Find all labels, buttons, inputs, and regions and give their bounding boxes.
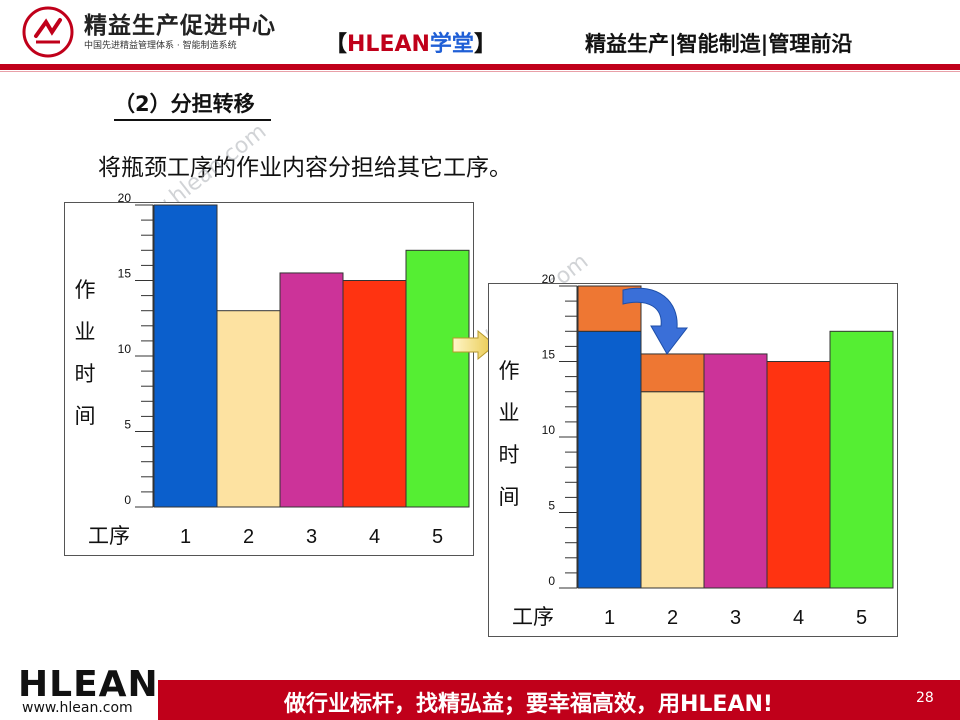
y-tick-label: 0	[548, 574, 555, 588]
bar-2	[640, 391, 705, 589]
y-tick-label: 15	[542, 348, 556, 362]
y-tick-label: 10	[118, 342, 132, 356]
y-tick-label: 10	[542, 423, 556, 437]
bracket-close: 】	[473, 32, 496, 57]
description-text: 将瓶颈工序的作业内容分担给其它工序。	[98, 155, 512, 181]
curved-transfer-arrow-icon	[622, 287, 689, 355]
x-tick-label: 1	[180, 526, 191, 548]
y-tick-label: 0	[124, 493, 131, 507]
brand-title: 精益生产促进中心	[84, 13, 276, 39]
bar-4	[766, 361, 831, 589]
footer-logo: HLEAN	[18, 664, 159, 705]
brand-subtitle: 中国先进精益管理体系 · 智能制造系统	[84, 41, 237, 51]
header-divider	[0, 64, 960, 70]
chart-before: 1 2 3 4 5 0 5 10 15 20 工序 作业时间	[64, 191, 474, 556]
y-tick-label: 20	[542, 272, 556, 286]
x-axis-label: 工序	[512, 605, 554, 629]
y-axis-label: 作业时间	[498, 359, 520, 509]
brand-logo-icon	[22, 6, 74, 58]
x-tick-label: 4	[793, 607, 804, 629]
footer-url[interactable]: www.hlean.com	[22, 700, 133, 716]
x-tick-label: 4	[369, 526, 380, 548]
header-divider-thin	[0, 71, 960, 72]
footer-bar	[158, 680, 960, 720]
bar-1	[577, 330, 642, 589]
x-tick-label: 2	[243, 526, 254, 548]
y-tick-label: 20	[118, 191, 132, 205]
bar-5	[405, 249, 470, 508]
chart-after-plot: 1 2 3 4 5 0 5 10 15 20 工序	[512, 272, 894, 629]
bar-4	[342, 280, 407, 508]
x-tick-label: 3	[730, 607, 741, 629]
bracket-open: 【	[325, 32, 348, 57]
y-tick-label: 5	[548, 499, 555, 513]
x-axis-label: 工序	[88, 524, 130, 548]
x-tick-label: 2	[667, 607, 678, 629]
hlean-text: HLEAN	[347, 32, 430, 57]
chart-after: 1 2 3 4 5 0 5 10 15 20 工序 作业时间	[488, 272, 898, 637]
bar-5	[829, 330, 894, 589]
y-axis-label: 作业时间	[74, 278, 96, 428]
chart-before-plot: 1 2 3 4 5 0 5 10 15 20 工序	[88, 191, 470, 548]
x-tick-label: 5	[856, 607, 867, 629]
header-center-title: 【HLEAN学堂】	[325, 26, 496, 58]
bar-2-transfer	[640, 353, 705, 393]
bar-1	[153, 204, 218, 508]
y-tick-label: 15	[118, 267, 132, 281]
right-arrow-icon	[452, 330, 496, 360]
y-tick-label: 5	[124, 418, 131, 432]
section-title: （2）分担转移	[114, 88, 271, 121]
bar-3	[703, 353, 768, 589]
bar-2	[216, 310, 281, 508]
x-tick-label: 5	[432, 526, 443, 548]
header-right-tagline: 精益生产|智能制造|管理前沿	[585, 32, 853, 56]
footer-slogan: 做行业标杆，找精弘益；要幸福高效，用HLEAN!	[284, 692, 773, 717]
x-tick-label: 1	[604, 607, 615, 629]
bar-3	[279, 272, 344, 508]
page-number: 28	[916, 690, 934, 706]
x-tick-label: 3	[306, 526, 317, 548]
xuetang-text: 学堂	[429, 32, 474, 57]
